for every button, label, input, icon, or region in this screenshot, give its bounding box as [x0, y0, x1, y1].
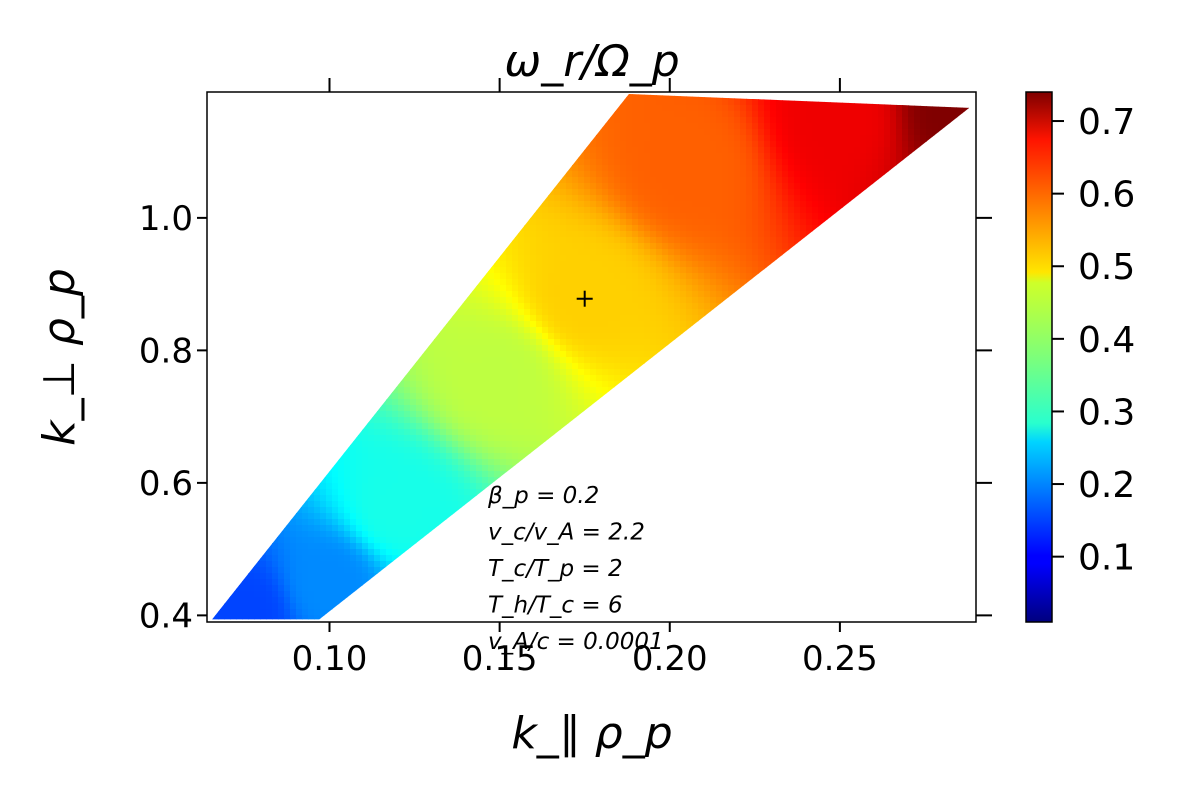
parameter-annotation: T_h/T_c = 6	[488, 593, 623, 619]
plot-frame	[206, 91, 977, 623]
colorbar-tick-label: 0.7	[1078, 102, 1135, 143]
x-tick-label: 0.15	[462, 639, 538, 679]
y-axis-ticks: 0.4 0.6 0.8 1.0	[139, 199, 992, 636]
x-tick-label: 0.25	[802, 639, 878, 679]
x-axis-ticks: 0.10 0.15 0.20 0.25	[292, 78, 878, 679]
colorbar-tick-label: 0.4	[1078, 320, 1135, 361]
parameter-annotations: β_p = 0.2 v_c/v_A = 2.2 T_c/T_p = 2 T_h/T_c…	[487, 483, 664, 655]
parameter-annotation: v_c/v_A = 2.2	[488, 520, 645, 546]
colorbar-tick-label: 0.3	[1078, 392, 1135, 433]
x-axis-label: k_∥ ρ_p	[511, 708, 672, 759]
parameter-annotation: T_c/T_p = 2	[488, 556, 623, 582]
colorbar-tick-label: 0.5	[1078, 247, 1135, 288]
x-tick-label: 0.20	[632, 639, 708, 679]
chart-title: ω_r/Ω_p	[504, 36, 679, 87]
colorbar-tick-label: 0.6	[1078, 175, 1135, 216]
colorbar-ticks: 0.1 0.2 0.3 0.4 0.5 0.6 0.7	[1052, 102, 1135, 579]
parameter-annotation: β_p = 0.2	[487, 483, 599, 509]
y-tick-label: 0.6	[139, 464, 193, 504]
colorbar: 0.1 0.2 0.3 0.4 0.5 0.6 0.7	[1025, 91, 1135, 623]
y-tick-label: 0.8	[139, 331, 193, 371]
colorbar-gradient	[1025, 91, 1053, 623]
y-tick-label: 1.0	[139, 199, 193, 239]
center-marker	[576, 290, 593, 307]
x-tick-label: 0.10	[292, 639, 368, 679]
plot-area: 0.10 0.15 0.20 0.25 0.4 0.6 0.8 1.0 β_p = 0.2 v…	[139, 78, 992, 679]
colorbar-tick-label: 0.1	[1078, 538, 1135, 579]
y-tick-label: 0.4	[139, 596, 193, 636]
parameter-annotation: v_A/c = 0.0001	[488, 629, 664, 655]
colorbar-tick-label: 0.2	[1078, 465, 1135, 506]
y-axis-label: k_⊥ ρ_p	[34, 268, 85, 446]
